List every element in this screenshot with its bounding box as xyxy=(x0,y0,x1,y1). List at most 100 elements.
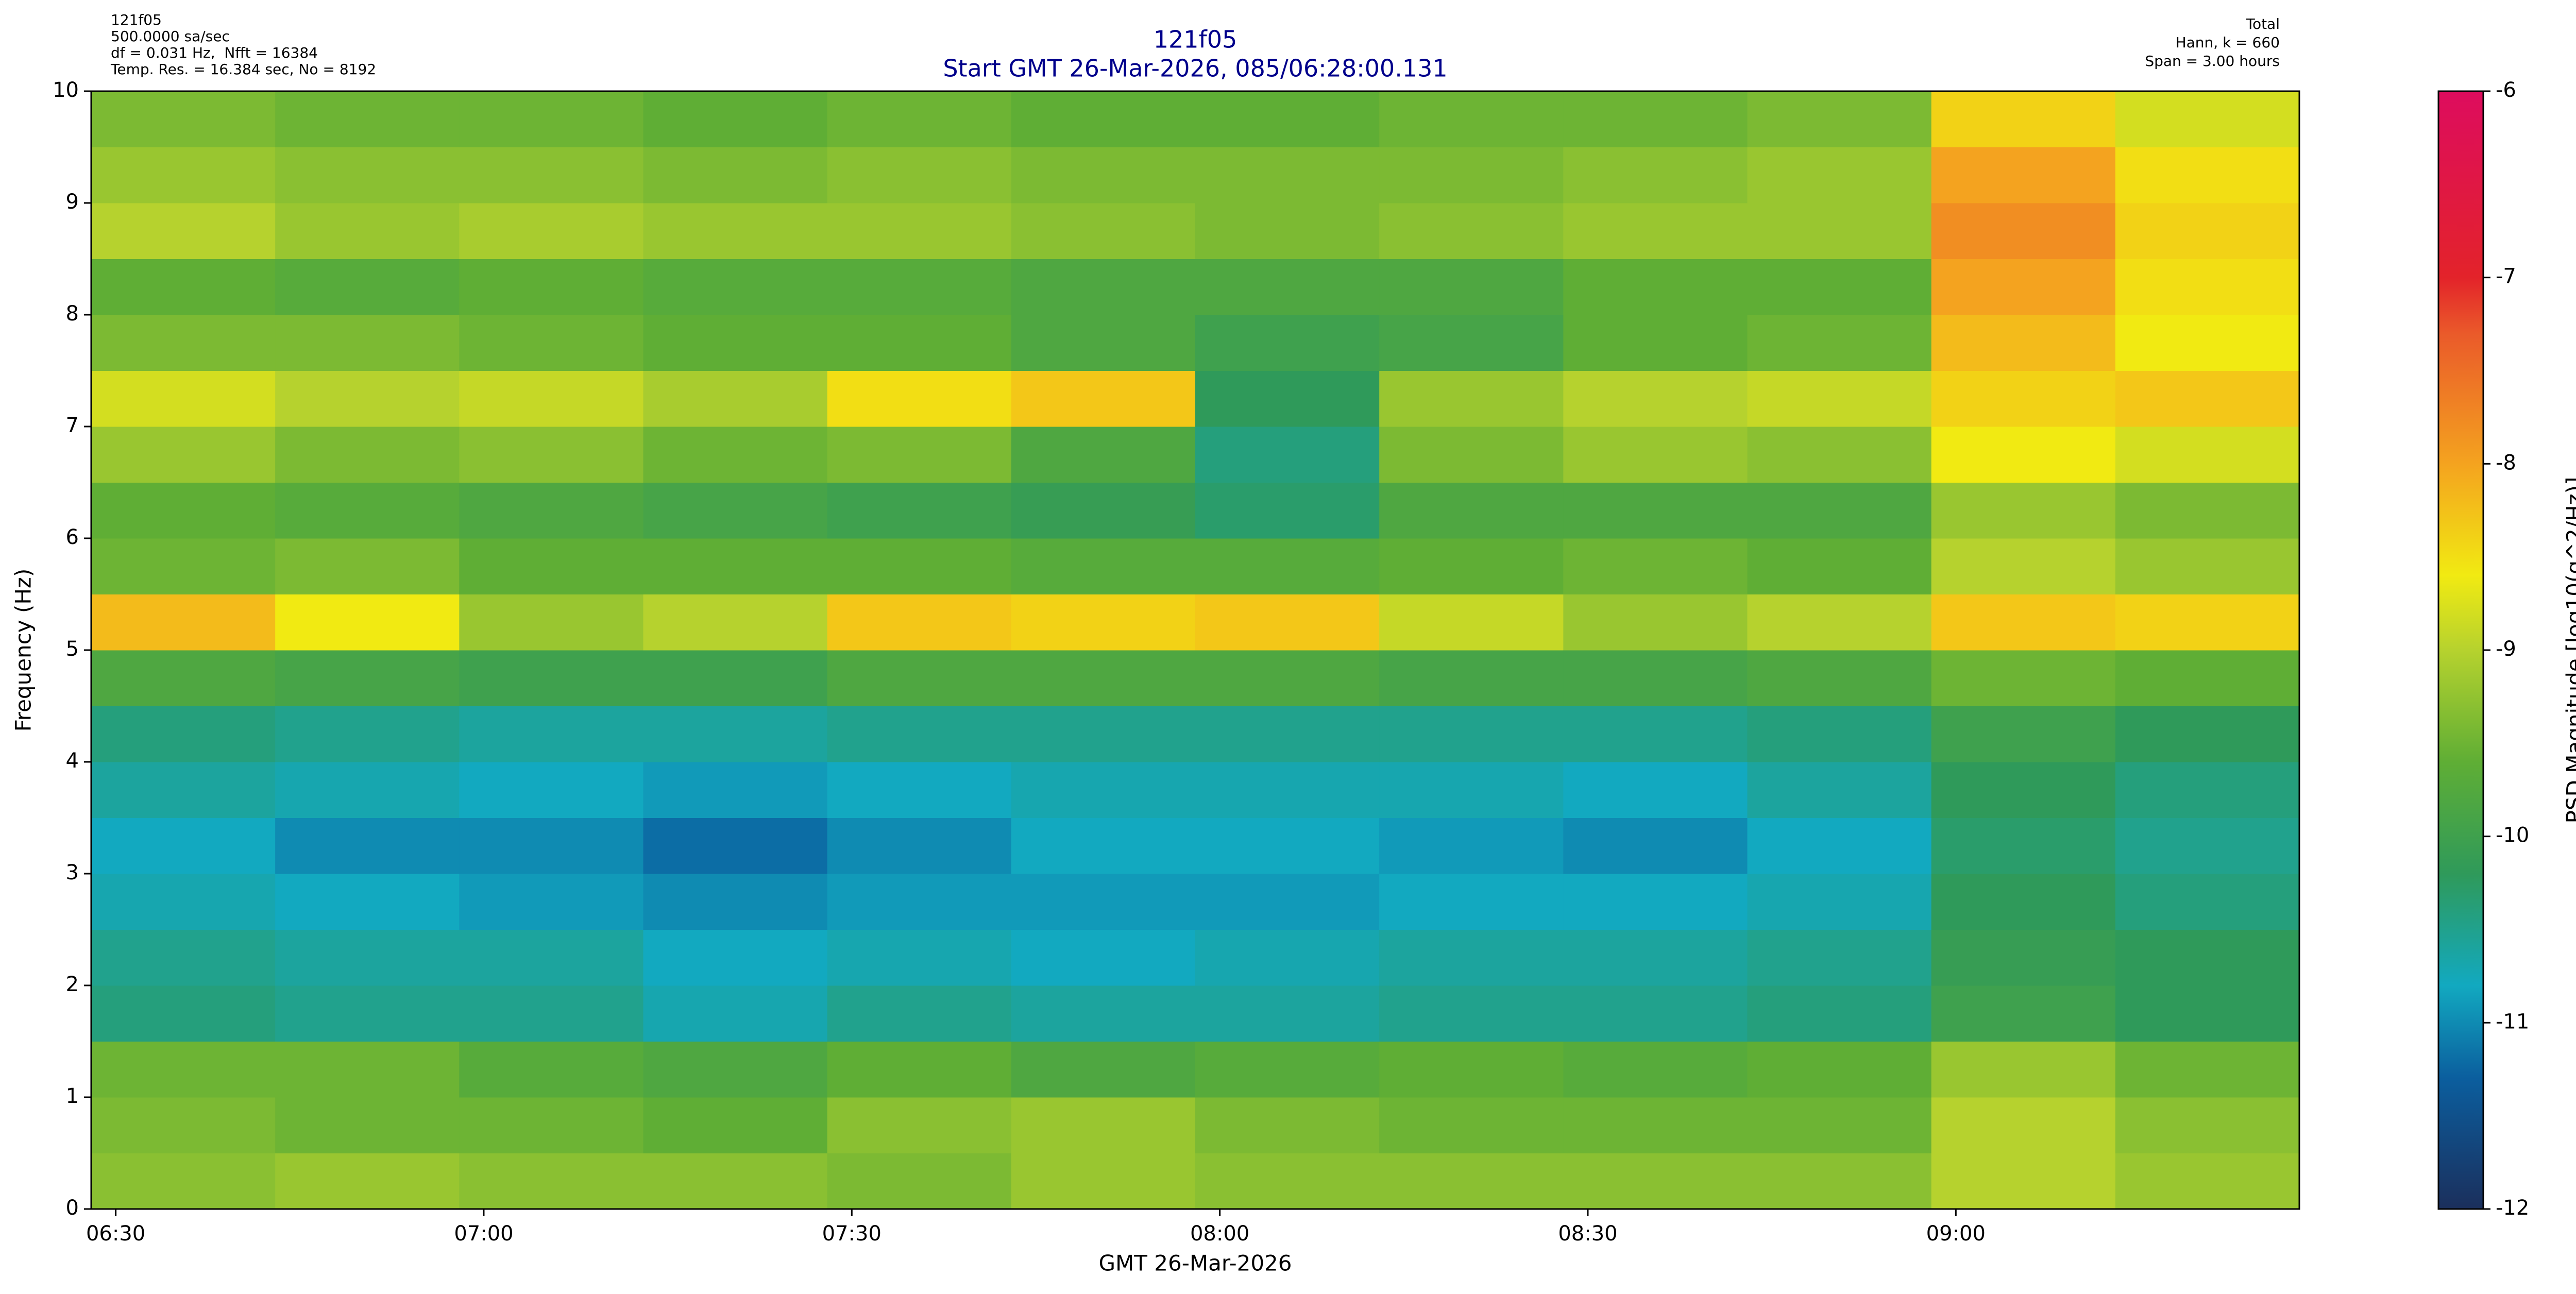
heatmap-cell xyxy=(459,259,643,315)
heatmap-cell xyxy=(1563,650,1748,706)
colorbar-tick-label: -10 xyxy=(2496,824,2529,847)
colorbar-tick-label: -12 xyxy=(2496,1196,2529,1220)
heatmap-cell xyxy=(1379,1097,1564,1153)
heatmap-cell xyxy=(459,315,643,371)
heatmap-cell xyxy=(827,427,1012,483)
y-tick-label: 8 xyxy=(66,302,79,326)
heatmap-cell xyxy=(459,370,643,427)
header-info: 500.0000 sa/sec xyxy=(111,28,230,45)
heatmap-cell xyxy=(827,259,1012,315)
heatmap-cell xyxy=(1563,929,1748,986)
chart-subtitle: Start GMT 26-Mar-2026, 085/06:28:00.131 xyxy=(943,55,1447,82)
heatmap-cell xyxy=(1563,594,1748,651)
heatmap-cell xyxy=(827,818,1012,874)
heatmap-cell xyxy=(643,594,828,651)
header-info: Hann, k = 660 xyxy=(2176,34,2280,51)
heatmap-cell xyxy=(91,259,276,315)
heatmap-cell xyxy=(1747,706,1932,762)
heatmap-cell xyxy=(1747,594,1932,651)
heatmap-cell xyxy=(1563,538,1748,594)
y-tick-label: 0 xyxy=(66,1196,79,1220)
heatmap-cell xyxy=(459,482,643,539)
heatmap-cell xyxy=(827,482,1012,539)
chart-title: 121f05 xyxy=(1154,26,1238,54)
heatmap-cell xyxy=(275,594,460,651)
heatmap-cell xyxy=(1931,538,2116,594)
heatmap-cell xyxy=(91,1153,276,1210)
heatmap-cell xyxy=(1931,1153,2116,1210)
heatmap-cell xyxy=(1379,370,1564,427)
heatmap-cell xyxy=(1011,818,1196,874)
heatmap-cell xyxy=(275,482,460,539)
heatmap-cell xyxy=(1379,427,1564,483)
heatmap-cell xyxy=(1931,650,2116,706)
heatmap-cell xyxy=(1747,427,1932,483)
heatmap-cell xyxy=(275,985,460,1042)
heatmap-cell xyxy=(1195,650,1380,706)
heatmap-cell xyxy=(275,203,460,259)
heatmap-cell xyxy=(1931,594,2116,651)
header-info: df = 0.031 Hz, Nfft = 16384 xyxy=(111,44,318,61)
heatmap-cell xyxy=(2115,706,2300,762)
heatmap-cell xyxy=(643,427,828,483)
heatmap-cell xyxy=(1747,203,1932,259)
heatmap-cell xyxy=(1379,91,1564,147)
heatmap-cell xyxy=(643,147,828,203)
heatmap-cell xyxy=(1563,482,1748,539)
x-tick-label: 08:30 xyxy=(1558,1222,1617,1246)
heatmap-cell xyxy=(1379,315,1564,371)
heatmap-cell xyxy=(1379,650,1564,706)
heatmap-cell xyxy=(1747,762,1932,818)
colorbar-label: PSD Magnitude [log10(g^2/Hz)] xyxy=(2562,477,2576,824)
heatmap-cell xyxy=(1747,1153,1932,1210)
heatmap-cell xyxy=(1379,706,1564,762)
heatmap-cell xyxy=(459,1153,643,1210)
heatmap-cell xyxy=(1931,762,2116,818)
heatmap-cell xyxy=(1563,370,1748,427)
heatmap-cell xyxy=(827,1097,1012,1153)
heatmap-cell xyxy=(643,929,828,986)
heatmap-cell xyxy=(91,147,276,203)
heatmap-cell xyxy=(1011,1041,1196,1098)
heatmap-cell xyxy=(1195,1153,1380,1210)
heatmap-cell xyxy=(2115,762,2300,818)
heatmap-cell xyxy=(1931,203,2116,259)
heatmap-cell xyxy=(275,370,460,427)
heatmap-cell xyxy=(275,1097,460,1153)
heatmap-cell xyxy=(2115,315,2300,371)
heatmap-cell xyxy=(459,427,643,483)
heatmap-cell xyxy=(1195,1097,1380,1153)
heatmap-cell xyxy=(1931,1041,2116,1098)
y-tick-label: 7 xyxy=(66,414,79,437)
heatmap-cell xyxy=(643,1097,828,1153)
heatmap-cell xyxy=(827,315,1012,371)
heatmap-cell xyxy=(91,762,276,818)
heatmap-cell xyxy=(2115,594,2300,651)
heatmap-cell xyxy=(1931,315,2116,371)
heatmap-cell xyxy=(643,370,828,427)
heatmap-cell xyxy=(275,427,460,483)
heatmap-cell xyxy=(459,818,643,874)
heatmap-cell xyxy=(1747,482,1932,539)
heatmap-cell xyxy=(1563,203,1748,259)
heatmap-cell xyxy=(643,1153,828,1210)
heatmap-cell xyxy=(1379,147,1564,203)
heatmap-cell xyxy=(275,538,460,594)
heatmap-cell xyxy=(1563,1153,1748,1210)
heatmap-cell xyxy=(1931,818,2116,874)
heatmap-cell xyxy=(1195,427,1380,483)
heatmap-cell xyxy=(2115,1041,2300,1098)
heatmap-cell xyxy=(1011,650,1196,706)
heatmap-cell xyxy=(1747,1097,1932,1153)
heatmap-cell xyxy=(1011,929,1196,986)
heatmap-cell xyxy=(459,985,643,1042)
heatmap-cell xyxy=(643,259,828,315)
heatmap-cell xyxy=(1195,91,1380,147)
heatmap-cell xyxy=(459,1041,643,1098)
heatmap-cell xyxy=(1931,706,2116,762)
heatmap-cell xyxy=(827,762,1012,818)
heatmap-cell xyxy=(827,706,1012,762)
colorbar xyxy=(2437,90,2484,1210)
y-tick-label: 6 xyxy=(66,525,79,549)
